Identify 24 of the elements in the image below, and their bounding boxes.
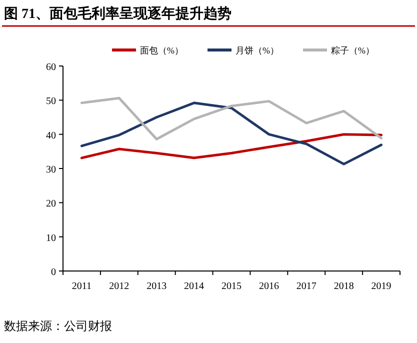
legend-label: 月饼（%） — [236, 46, 279, 56]
y-tick-label: 30 — [46, 164, 56, 176]
y-tick-label: 20 — [46, 198, 56, 210]
line-series — [80, 133, 383, 160]
y-tick-label: 10 — [46, 232, 56, 244]
line-series — [80, 96, 383, 140]
x-tick-label: 2017 — [296, 281, 316, 292]
chart-title: 图 71、面包毛利率呈现逐年提升趋势 — [4, 5, 232, 22]
x-tick-label: 2018 — [334, 281, 354, 292]
x-tick-label: 2011 — [72, 281, 92, 292]
y-tick-label: 50 — [46, 96, 56, 108]
y-tick-label: 40 — [46, 130, 56, 142]
y-tick-label: 0 — [51, 267, 56, 278]
legend-label: 面包（%） — [140, 46, 184, 56]
line-series — [80, 102, 383, 166]
legend-label: 粽子（%） — [331, 46, 374, 56]
x-tick-label: 2016 — [258, 281, 279, 292]
x-tick-label: 2013 — [146, 281, 167, 292]
y-tick-label: 60 — [46, 62, 56, 73]
source-note: 数据来源：公司财报 — [4, 319, 112, 333]
x-tick-label: 2014 — [184, 281, 204, 292]
x-tick-label: 2012 — [109, 281, 130, 292]
x-tick-label: 2019 — [371, 281, 392, 292]
x-tick-label: 2015 — [222, 281, 242, 292]
